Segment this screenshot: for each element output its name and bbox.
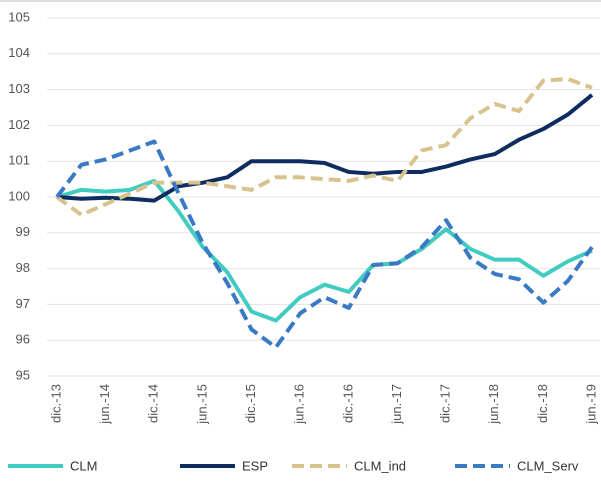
x-tick-label: jun.-19 xyxy=(583,384,598,425)
x-tick-label: jun.-18 xyxy=(486,384,501,425)
x-tick-label: dic.-18 xyxy=(535,384,550,423)
legend-label: CLM xyxy=(70,458,97,473)
series-line xyxy=(55,76,593,217)
x-tick-label: jun.-16 xyxy=(292,384,307,425)
legend-label: ESP xyxy=(242,458,268,473)
series-line xyxy=(56,93,594,203)
y-tick-label: 103 xyxy=(8,81,30,96)
x-tick-label: jun.-17 xyxy=(389,384,404,425)
y-tick-label: 100 xyxy=(8,188,30,203)
x-tick-label: dic.-13 xyxy=(48,384,63,423)
series-line xyxy=(55,139,594,350)
x-tick-label: dic.-15 xyxy=(243,384,258,423)
y-tick-label: 96 xyxy=(16,332,30,347)
y-tick-label: 104 xyxy=(8,45,30,60)
legend-label: CLM_Serv xyxy=(517,458,579,473)
y-tick-label: 105 xyxy=(8,9,30,24)
legend-label: CLM_ind xyxy=(354,458,406,473)
y-tick-label: 98 xyxy=(16,260,30,275)
y-tick-label: 95 xyxy=(16,367,30,382)
y-tick-label: 101 xyxy=(8,153,30,168)
x-tick-label: jun.-14 xyxy=(97,384,112,425)
x-tick-label: dic.-16 xyxy=(340,384,355,423)
x-tick-label: dic.-14 xyxy=(146,384,161,423)
series-line xyxy=(56,178,593,323)
x-tick-label: dic.-17 xyxy=(438,384,453,423)
x-tick-label: jun.-15 xyxy=(194,384,209,425)
y-tick-label: 102 xyxy=(8,117,30,132)
y-tick-label: 99 xyxy=(16,224,30,239)
y-tick-label: 97 xyxy=(16,296,30,311)
